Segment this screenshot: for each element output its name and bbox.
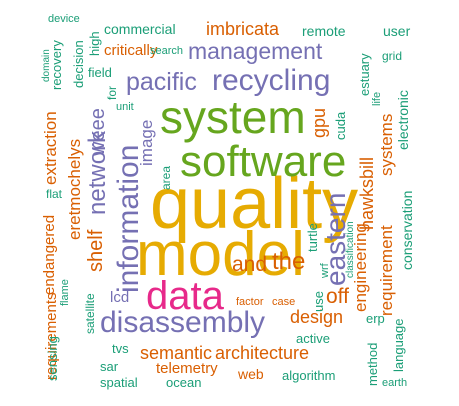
word-field: field — [88, 65, 112, 80]
word-shelf: shelf — [85, 229, 107, 272]
word-extraction: extraction — [41, 111, 60, 185]
word-case: case — [272, 296, 296, 308]
word-flame: flame — [59, 279, 71, 306]
word-endangered: endangered — [41, 214, 58, 295]
word-turtle: turtle — [305, 223, 320, 252]
word-search: search — [150, 45, 184, 57]
word-decision: decision — [71, 40, 86, 88]
word-web: web — [238, 366, 264, 382]
word-spatial: spatial — [100, 375, 138, 390]
word-semantic: semantic — [140, 343, 213, 363]
word-conservation: conservation — [399, 190, 415, 270]
word-estuary: estuary — [357, 53, 372, 96]
word-design: design — [290, 307, 344, 327]
word-disassembly: disassembly — [100, 306, 266, 339]
word-life: life — [371, 91, 383, 106]
word-earth: earth — [382, 377, 408, 389]
word-method: method — [365, 342, 380, 386]
word-software: software — [180, 137, 347, 186]
word-for: for — [105, 85, 119, 100]
word-algorithm: algorithm — [282, 368, 336, 383]
word-area: area — [159, 165, 173, 190]
word-off: off — [326, 285, 349, 308]
word-electronic: electronic — [395, 90, 411, 150]
word-hawksbill: hawksbill — [357, 156, 377, 230]
word-use: use — [311, 291, 326, 312]
word-weee: weee — [87, 108, 109, 156]
word-information: information — [112, 144, 145, 293]
word-wrf: wrf — [319, 263, 331, 278]
word-factor: factor — [236, 296, 264, 308]
word-cuda: cuda — [333, 111, 348, 140]
word-device: device — [48, 13, 80, 25]
word-systems: systems — [377, 113, 396, 176]
word-domain: domain — [41, 49, 52, 82]
word-tvs: tvs — [112, 341, 129, 356]
word-sar: sar — [100, 359, 119, 374]
word-pacific: pacific — [126, 68, 197, 96]
word-imbricata: imbricata — [206, 19, 280, 39]
word-erp: erp — [366, 311, 385, 326]
word-grid: grid — [382, 49, 403, 63]
word-critically: critically — [104, 42, 158, 59]
word-active: active — [296, 331, 330, 346]
word-model: model — [136, 220, 305, 289]
word-the: the — [272, 248, 306, 275]
word-telemetry: telemetry — [156, 360, 218, 377]
word-management: management — [188, 38, 323, 64]
word-and: and — [232, 253, 268, 276]
word-classification: classification — [345, 221, 356, 278]
word-system: system — [160, 91, 306, 143]
word-unit: unit — [116, 101, 134, 113]
word-requirement: requirement — [377, 225, 396, 316]
word-sensing: sensing — [45, 336, 60, 381]
word-commercial: commercial — [104, 21, 176, 37]
word-remote: remote — [302, 23, 346, 39]
word-image: image — [137, 119, 156, 166]
word-recycling: recycling — [212, 64, 331, 97]
word-lcd: lcd — [110, 289, 130, 306]
word-flat: flat — [46, 187, 63, 201]
word-high: high — [87, 31, 102, 56]
word-architecture: architecture — [215, 343, 310, 363]
word-ocean: ocean — [166, 375, 202, 390]
word-eretmochelys: eretmochelys — [65, 138, 84, 240]
word-gpu: gpu — [309, 107, 329, 138]
word-quality: quality — [150, 164, 359, 244]
word-data: data — [146, 274, 224, 318]
word-satellite: satellite — [83, 293, 97, 334]
word-user: user — [383, 23, 411, 39]
word-language: language — [391, 318, 406, 373]
